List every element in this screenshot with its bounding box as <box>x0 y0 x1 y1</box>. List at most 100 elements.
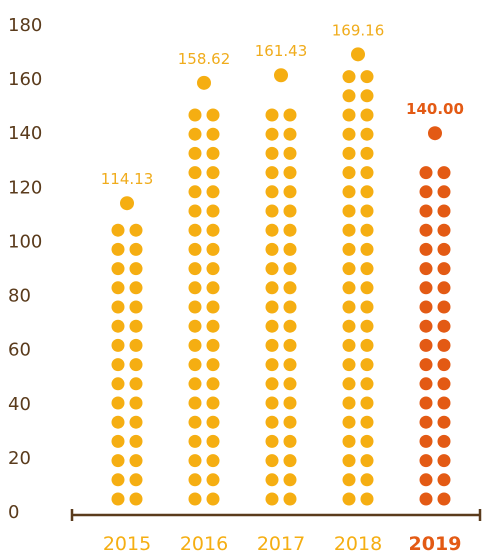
dot-2018-row1-right <box>360 473 374 487</box>
dot-2018-row4-right <box>360 415 374 429</box>
dot-2015-row2-left <box>111 454 125 468</box>
x-axis-tick-labels: 2015 2016 2017 2018 2019 <box>103 533 462 554</box>
dot-2018-row7-right <box>360 358 374 372</box>
dot-2017-row18-left <box>265 146 279 160</box>
dot-2018-row3-right <box>360 434 374 448</box>
dot-2017-row15-left <box>265 204 279 218</box>
dot-2016-row10-left <box>188 300 202 314</box>
dot-2015-row7-right <box>129 358 143 372</box>
dot-2019-row2-right <box>437 454 451 468</box>
dot-2018-row14-right <box>360 223 374 237</box>
dot-2016-row20-right <box>206 108 220 122</box>
dot-2017-row19-left <box>265 127 279 141</box>
dot-2017-row11-left <box>265 281 279 295</box>
dot-2016-row1-left <box>188 473 202 487</box>
dot-2018-row18-left <box>342 146 356 160</box>
dot-2017-row10-right <box>283 300 297 314</box>
dot-2019-row10-right <box>437 300 451 314</box>
column-2016 <box>188 75 220 506</box>
column-2018 <box>342 47 374 506</box>
y-tick-label-100: 100 <box>8 231 42 252</box>
dot-2017-row15-right <box>283 204 297 218</box>
dot-2019-row2-left <box>419 454 433 468</box>
dot-2015-row10-left <box>111 300 125 314</box>
y-tick-label-160: 160 <box>8 69 42 90</box>
dot-2017-row11-right <box>283 281 297 295</box>
dot-2015-row12-right <box>129 262 143 276</box>
dot-2015-row11-right <box>129 281 143 295</box>
dot-2015-row1-right <box>129 473 143 487</box>
dot-2015-row7-left <box>111 358 125 372</box>
dot-2019-row13-left <box>419 242 433 256</box>
data-labels: 114.13 158.62 161.43 169.16 140.00 <box>101 21 464 188</box>
dot-2015-row0-left <box>111 492 125 506</box>
dot-2016-row8-right <box>206 338 220 352</box>
dot-2015-row6-left <box>111 377 125 391</box>
dot-2017-row16-right <box>283 185 297 199</box>
dot-2016-row9-right <box>206 319 220 333</box>
dot-2016-row17-right <box>206 166 220 180</box>
dot-2017-row3-left <box>265 434 279 448</box>
dot-2015-row8-left <box>111 338 125 352</box>
dot-2019-row6-left <box>419 377 433 391</box>
dot-2017-row8-left <box>265 338 279 352</box>
dot-2017-row0-right <box>283 492 297 506</box>
dot-2017-row9-left <box>265 319 279 333</box>
dot-2018-row9-right <box>360 319 374 333</box>
dot-2018-row10-left <box>342 300 356 314</box>
dot-2019-row11-left <box>419 281 433 295</box>
dot-2019-row1-right <box>437 473 451 487</box>
dot-2018-row3-left <box>342 434 356 448</box>
y-tick-label-80: 80 <box>8 286 31 307</box>
x-tick-label-2015: 2015 <box>103 533 151 554</box>
dot-2016-row6-right <box>206 377 220 391</box>
dot-2016-row8-left <box>188 338 202 352</box>
dot-2018-row13-left <box>342 242 356 256</box>
dot-2017-row9-right <box>283 319 297 333</box>
dot-2018-row10-right <box>360 300 374 314</box>
dot-2017-row20-left <box>265 108 279 122</box>
dot-2018-row16-left <box>342 185 356 199</box>
dot-2015-row3-right <box>129 434 143 448</box>
dot-2017-row7-left <box>265 358 279 372</box>
dot-2016-row19-left <box>188 127 202 141</box>
dot-2019-row15-right <box>437 204 451 218</box>
y-tick-label-140: 140 <box>8 123 42 144</box>
dot-2017-row13-left <box>265 242 279 256</box>
dot-2015-row5-right <box>129 396 143 410</box>
dot-2017-row14-right <box>283 223 297 237</box>
dot-2019-row14-right <box>437 223 451 237</box>
dot-2017-row17-left <box>265 166 279 180</box>
dot-2018-row22-right <box>360 70 374 84</box>
y-tick-label-20: 20 <box>8 448 31 469</box>
dot-2017-row6-right <box>283 377 297 391</box>
y-tick-label-180: 180 <box>8 15 42 36</box>
dot-2017-row4-right <box>283 415 297 429</box>
dot-2016-row2-left <box>188 454 202 468</box>
dot-2019-row8-right <box>437 338 451 352</box>
dot-2019-row0-left <box>419 492 433 506</box>
dot-2019-row3-left <box>419 434 433 448</box>
dot-2016-row5-left <box>188 396 202 410</box>
dot-2016-row6-left <box>188 377 202 391</box>
dot-2016-row2-right <box>206 454 220 468</box>
dot-2018-row5-right <box>360 396 374 410</box>
dot-2015-row3-left <box>111 434 125 448</box>
dot-2015-row11-left <box>111 281 125 295</box>
dot-2016-row4-right <box>206 415 220 429</box>
dot-2017-row5-left <box>265 396 279 410</box>
dot-2016-row10-right <box>206 300 220 314</box>
dot-2015-row2-right <box>129 454 143 468</box>
dot-2017-row7-right <box>283 358 297 372</box>
dot-2018-row11-left <box>342 281 356 295</box>
y-tick-label-60: 60 <box>8 340 31 361</box>
dot-2015-row5-left <box>111 396 125 410</box>
x-tick-label-2017: 2017 <box>257 533 305 554</box>
y-tick-label-0: 0 <box>8 502 19 523</box>
dot-2018-row18-right <box>360 146 374 160</box>
dot-2016-row14-left <box>188 223 202 237</box>
dot-2018-row21-left <box>342 89 356 103</box>
dot-2018-row22-left <box>342 70 356 84</box>
dot-2016-row1-right <box>206 473 220 487</box>
